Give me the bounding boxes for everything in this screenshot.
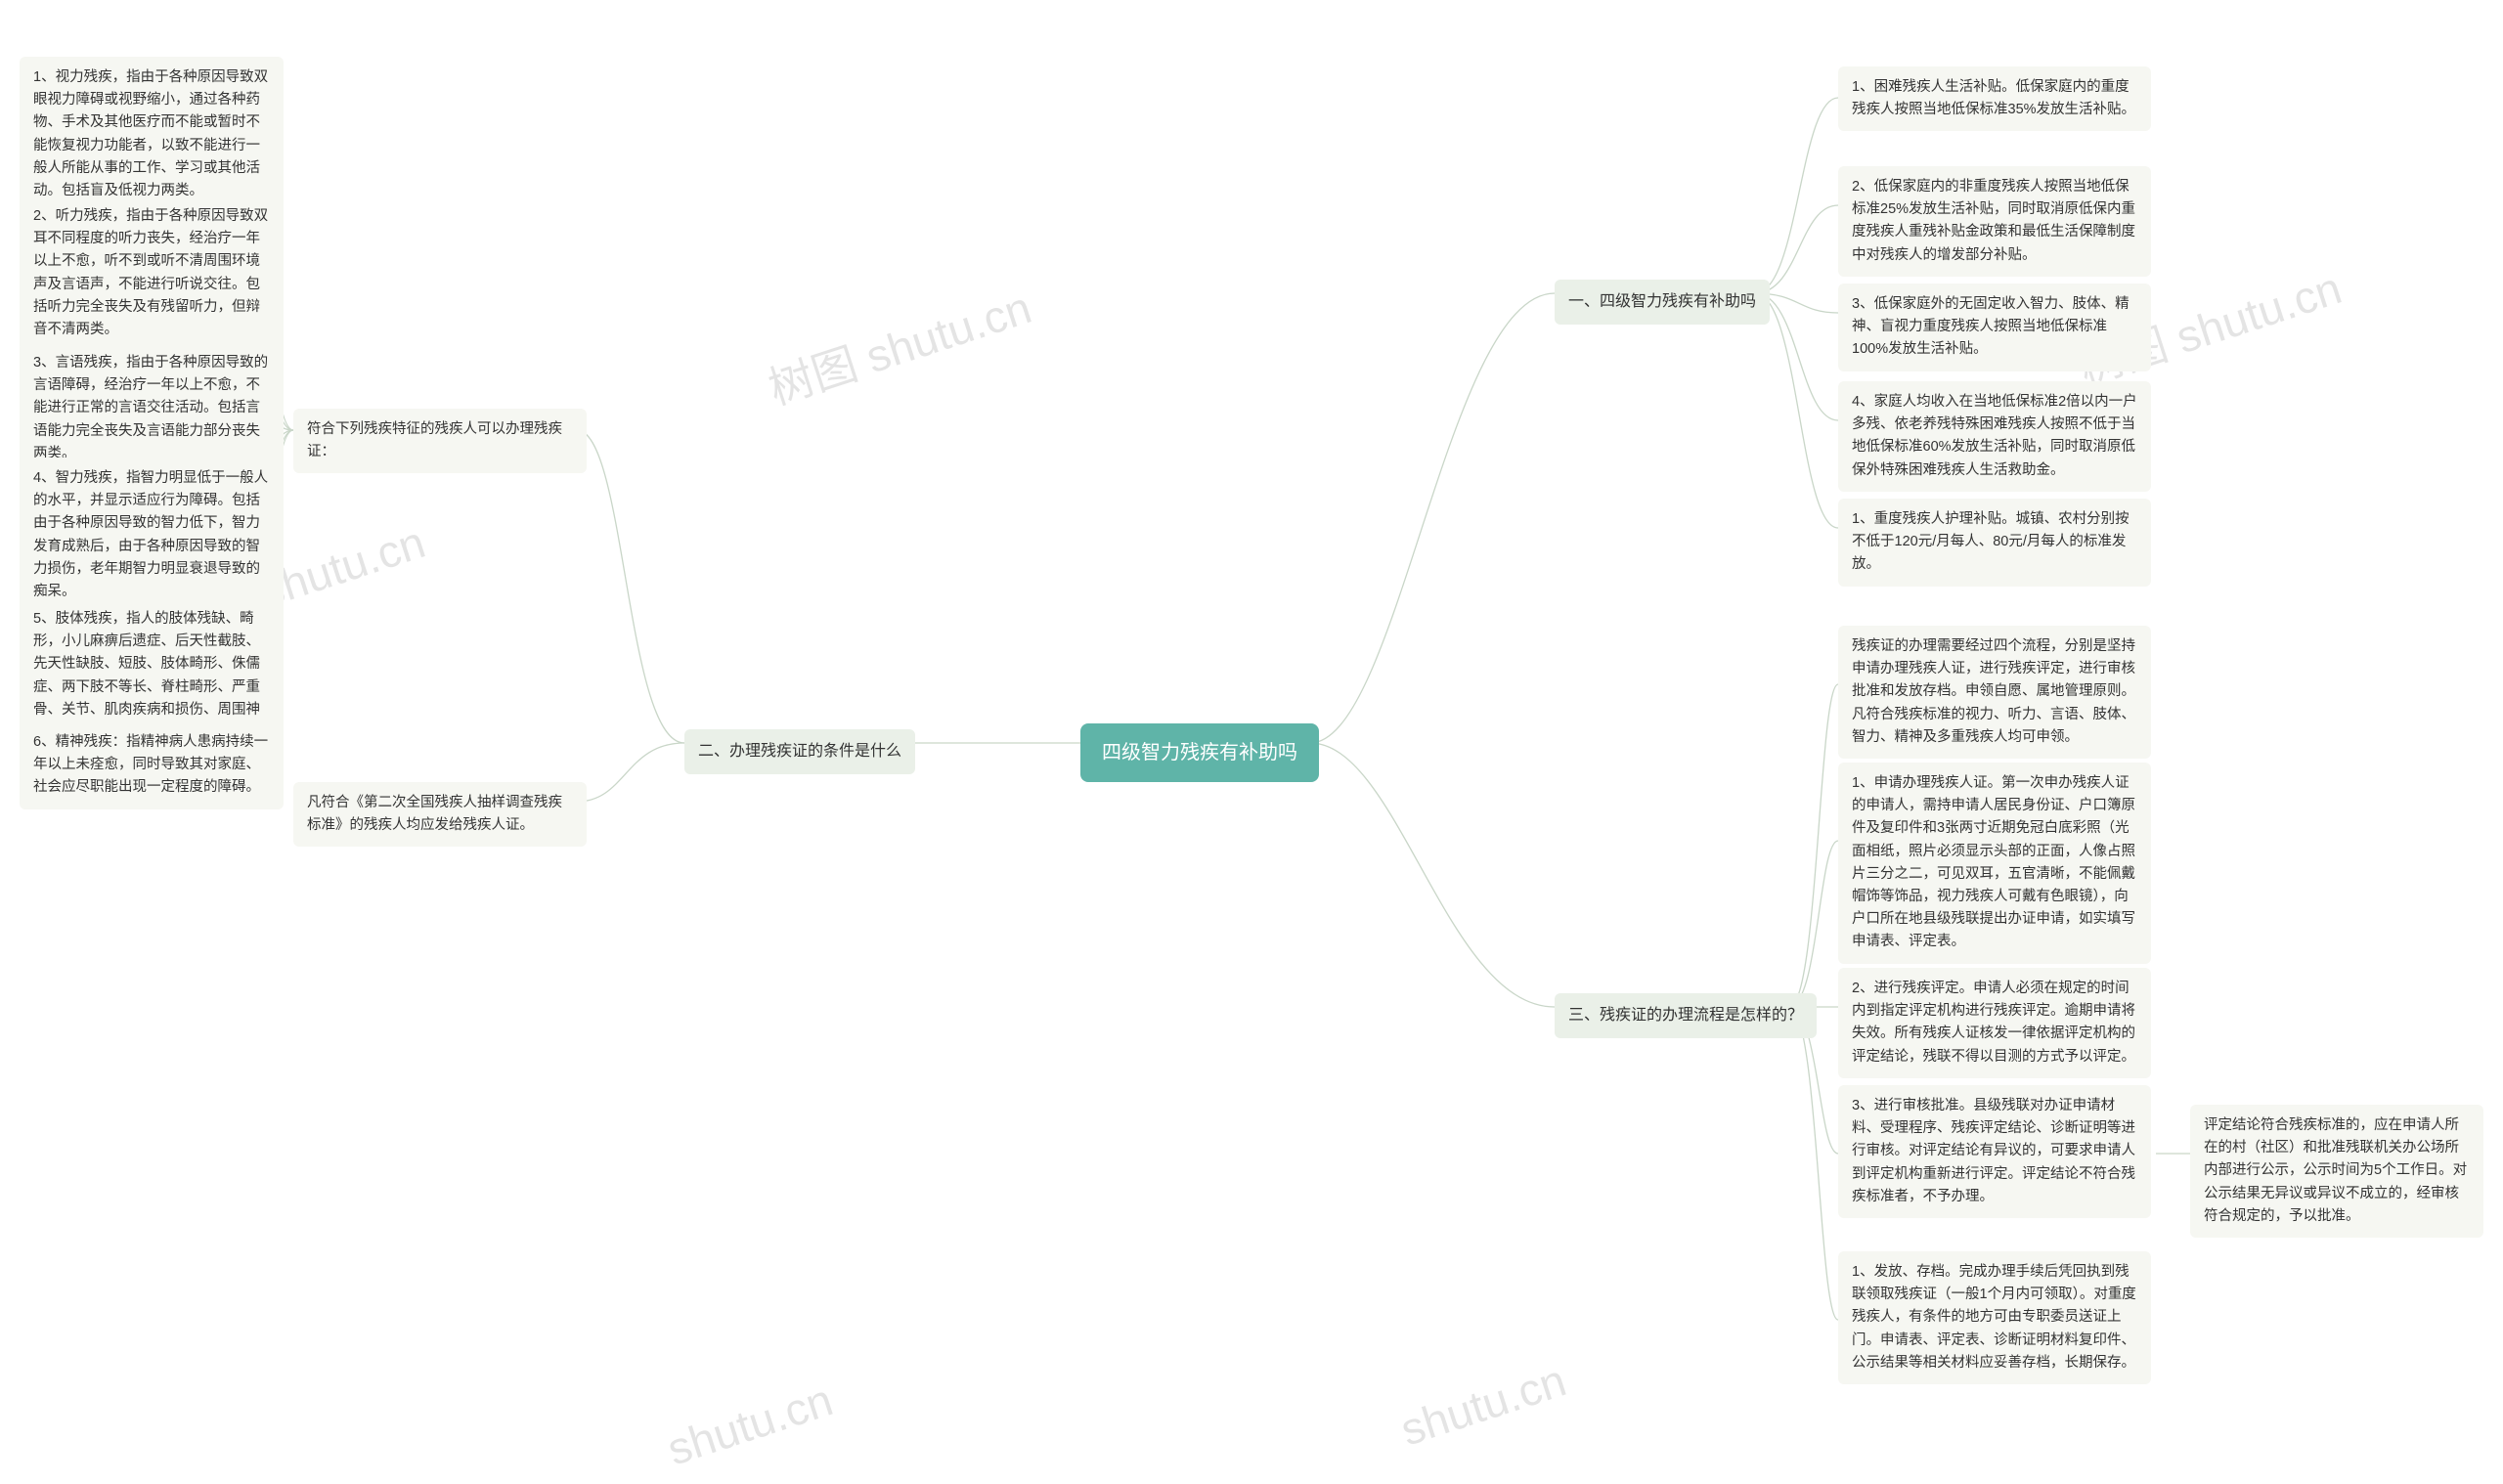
r1-leaf-5[interactable]: 1、重度残疾人护理补贴。城镇、农村分别按不低于120元/月每人、80元/月每人的… (1838, 499, 2151, 587)
left-leaf-1[interactable]: 1、视力残疾，指由于各种原因导致双眼视力障碍或视野缩小，通过各种药物、手术及其他… (20, 57, 284, 212)
root-node[interactable]: 四级智力残疾有补助吗 (1080, 723, 1319, 782)
r1-leaf-2[interactable]: 2、低保家庭内的非重度残疾人按照当地低保标准25%发放生活补贴，同时取消原低保内… (1838, 166, 2151, 277)
r1-leaf-3[interactable]: 3、低保家庭外的无固定收入智力、肢体、精神、盲视力重度残疾人按照当地低保标准10… (1838, 284, 2151, 371)
left-sublabel-1[interactable]: 符合下列残疾特征的残疾人可以办理残疾证： (293, 409, 587, 473)
r3-leaf-3-extra[interactable]: 评定结论符合残疾标准的，应在申请人所在的村（社区）和批准残联机关办公场所内部进行… (2190, 1105, 2483, 1238)
r3-leaf-1[interactable]: 1、申请办理残疾人证。第一次申办残疾人证的申请人，需持申请人居民身份证、户口簿原… (1838, 763, 2151, 964)
left-leaf-2[interactable]: 2、听力残疾，指由于各种原因导致双耳不同程度的听力丧失，经治疗一年以上不愈，听不… (20, 196, 284, 351)
branch-r3[interactable]: 三、残疾证的办理流程是怎样的？ (1555, 993, 1817, 1038)
left-leaf-6[interactable]: 6、精神残疾：指精神病人患病持续一年以上未痊愈，同时导致其对家庭、社会应尽职能出… (20, 721, 284, 809)
watermark: 树图 shutu.cn (760, 273, 1038, 418)
left-leaf-4[interactable]: 4、智力残疾，指智力明显低于一般人的水平，并显示适应行为障碍。包括由于各种原因导… (20, 458, 284, 613)
mindmap-canvas: 树图 shutu.cn 树图 shutu.cn 树图 shutu.cn shut… (0, 0, 2503, 1484)
r3-leaf-3[interactable]: 3、进行审核批准。县级残联对办证申请材料、受理程序、残疾评定结论、诊断证明等进行… (1838, 1085, 2151, 1218)
watermark: shutu.cn (1394, 1353, 1572, 1456)
r1-leaf-4[interactable]: 4、家庭人均收入在当地低保标准2倍以内一户多残、依老养残特殊困难残疾人按照不低于… (1838, 381, 2151, 492)
r3-leaf-2[interactable]: 2、进行残疾评定。申请人必须在规定的时间内到指定评定机构进行残疾评定。逾期申请将… (1838, 968, 2151, 1078)
r3-leaf-4[interactable]: 1、发放、存档。完成办理手续后凭回执到残联领取残疾证（一般1个月内可领取）。对重… (1838, 1251, 2151, 1384)
branch-left[interactable]: 二、办理残疾证的条件是什么 (684, 729, 915, 774)
r3-leaf-0[interactable]: 残疾证的办理需要经过四个流程，分别是坚持申请办理残疾人证，进行残疾评定，进行审核… (1838, 626, 2151, 759)
watermark: shutu.cn (661, 1373, 839, 1475)
left-leaf-3[interactable]: 3、言语残疾，指由于各种原因导致的言语障碍，经治疗一年以上不愈，不能进行正常的言… (20, 342, 284, 475)
branch-r1[interactable]: 一、四级智力残疾有补助吗 (1555, 280, 1770, 325)
r1-leaf-1[interactable]: 1、困难残疾人生活补贴。低保家庭内的重度残疾人按照当地低保标准35%发放生活补贴… (1838, 66, 2151, 131)
left-sublabel-2[interactable]: 凡符合《第二次全国残疾人抽样调查残疾标准》的残疾人均应发给残疾人证。 (293, 782, 587, 847)
